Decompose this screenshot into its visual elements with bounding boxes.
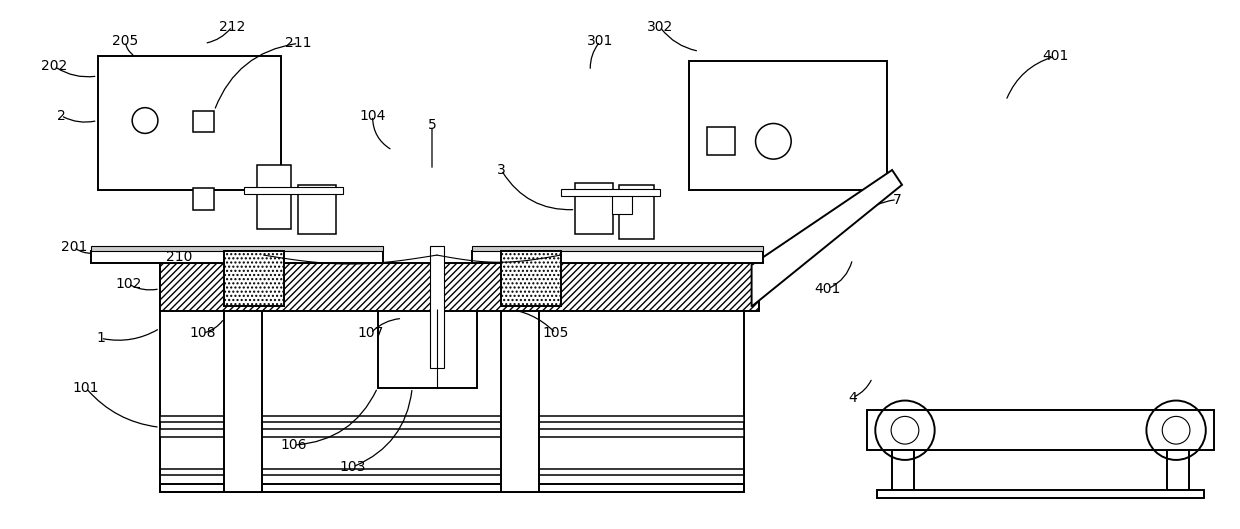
Text: 205: 205	[112, 34, 139, 48]
Bar	[224, 269, 262, 491]
Text: 210: 210	[166, 250, 193, 264]
Bar	[377, 308, 476, 388]
Bar	[160, 484, 744, 491]
Bar	[299, 185, 336, 234]
Text: 4: 4	[848, 390, 857, 405]
Text: 102: 102	[115, 277, 141, 291]
Text: 3: 3	[497, 163, 506, 177]
Bar	[471, 251, 764, 263]
Bar	[877, 490, 1204, 498]
Bar	[192, 111, 215, 132]
Bar	[575, 183, 613, 234]
Bar	[560, 189, 660, 196]
Text: 104: 104	[360, 108, 386, 123]
Bar	[619, 185, 653, 239]
Bar	[501, 269, 539, 491]
Bar	[160, 416, 744, 422]
Bar	[224, 251, 284, 306]
Bar	[707, 127, 735, 155]
Text: 105: 105	[542, 326, 569, 340]
Bar	[257, 165, 291, 230]
Text: 103: 103	[340, 460, 366, 474]
Bar	[91, 251, 382, 263]
Bar	[160, 469, 744, 475]
Bar	[160, 263, 759, 311]
Text: 108: 108	[190, 326, 216, 340]
Text: 201: 201	[61, 240, 87, 254]
Bar	[98, 56, 280, 190]
Text: 211: 211	[285, 37, 311, 50]
Text: 1: 1	[95, 331, 105, 345]
Text: 212: 212	[219, 20, 246, 33]
Text: 401: 401	[815, 282, 841, 296]
Text: 401: 401	[1042, 49, 1069, 63]
Bar	[867, 411, 1214, 450]
Bar	[689, 61, 887, 190]
Bar	[244, 187, 343, 194]
Bar	[430, 246, 444, 368]
Polygon shape	[751, 170, 901, 306]
Bar	[501, 251, 560, 306]
Text: 107: 107	[357, 326, 384, 340]
Text: 2: 2	[57, 108, 66, 123]
Text: 7: 7	[893, 193, 901, 207]
Bar	[1167, 450, 1189, 490]
Bar	[91, 246, 382, 251]
Text: 202: 202	[41, 59, 67, 73]
Bar	[160, 429, 744, 437]
Bar	[192, 188, 215, 209]
Text: 302: 302	[646, 20, 673, 33]
Text: 101: 101	[72, 381, 99, 395]
Bar	[892, 450, 914, 490]
Bar	[613, 194, 632, 214]
Text: 5: 5	[428, 118, 436, 132]
Bar	[471, 246, 764, 251]
Text: 106: 106	[280, 438, 306, 452]
Text: 301: 301	[587, 34, 614, 48]
